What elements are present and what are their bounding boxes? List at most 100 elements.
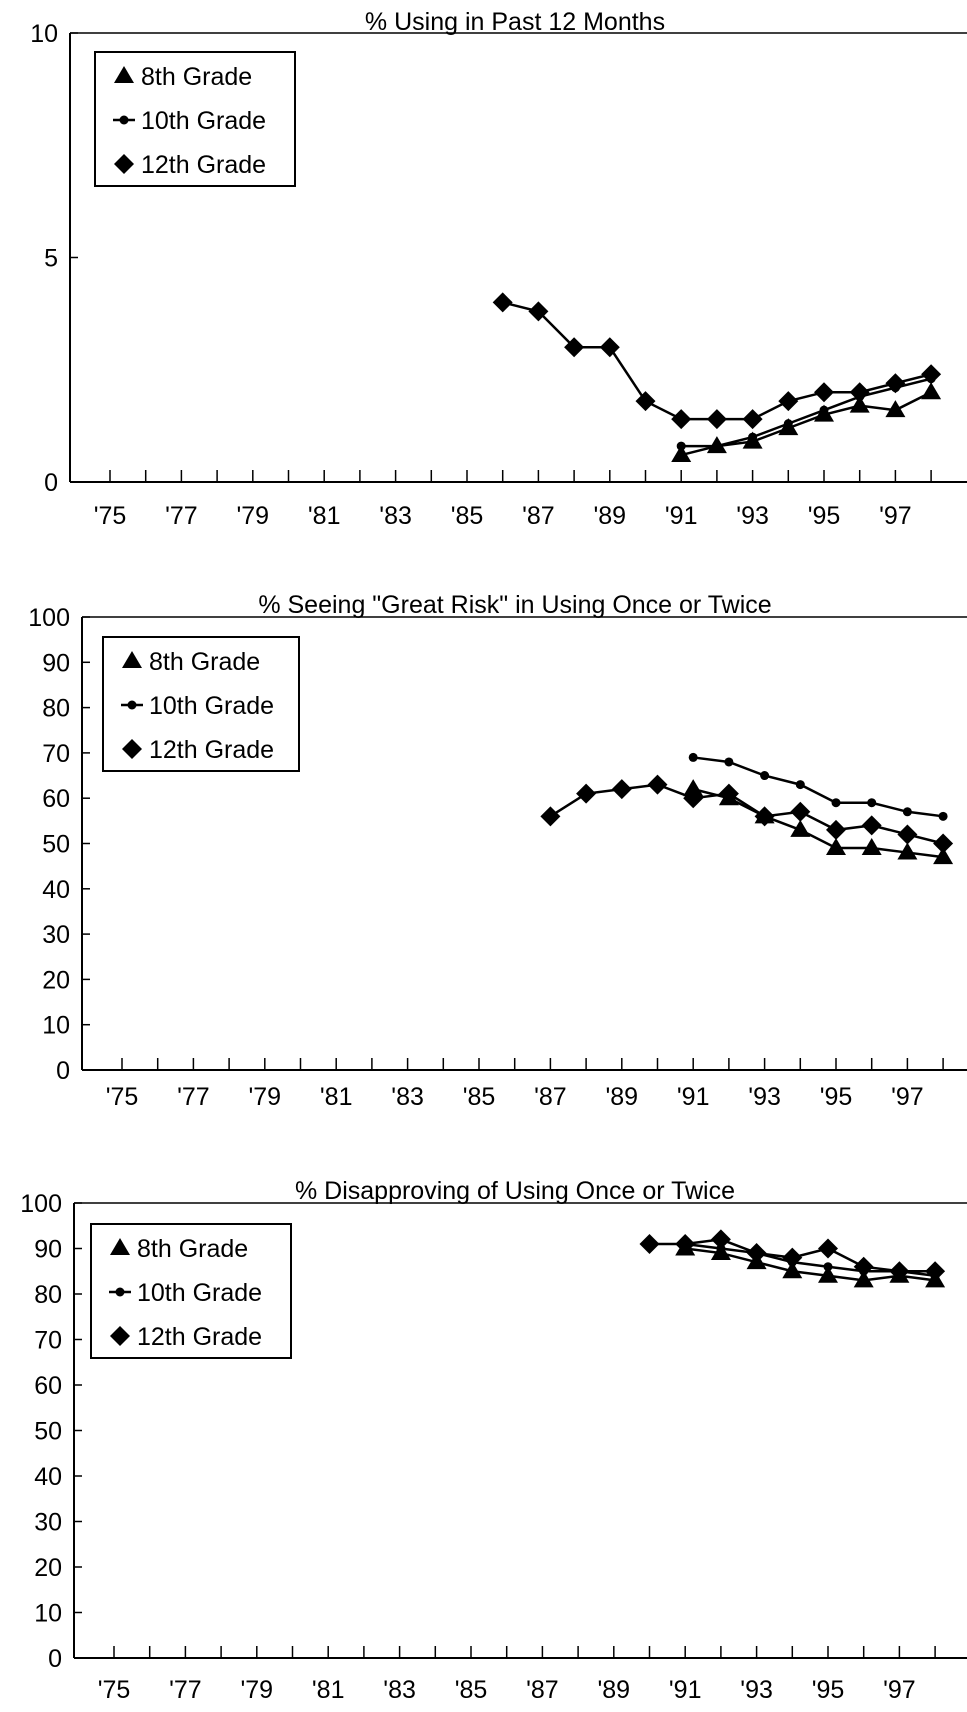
x-tick-label: '75 — [94, 502, 127, 530]
legend-label: 10th Grade — [149, 692, 274, 720]
x-tick-label: '79 — [237, 502, 270, 530]
x-tick-label: '85 — [455, 1676, 488, 1704]
x-tick-label: '81 — [308, 502, 341, 530]
data-point — [826, 838, 846, 855]
data-point — [782, 1248, 802, 1268]
y-tick-label: 30 — [34, 1509, 62, 1537]
chart-1: % Using in Past 12 Months 0 5 10 '75 '77 '79 '8… — [30, 8, 967, 530]
x-tick-label: '97 — [891, 1083, 924, 1111]
data-point — [903, 807, 912, 816]
series-line — [503, 302, 931, 419]
y-tick-label: 0 — [56, 1057, 70, 1085]
y-tick-label: 40 — [34, 1463, 62, 1491]
chart-title: % Seeing "Great Risk" in Using Once or T… — [258, 591, 771, 619]
data-point — [939, 812, 948, 821]
x-tick-label: '91 — [677, 1083, 710, 1111]
data-point — [897, 824, 917, 844]
x-tick-label: '81 — [312, 1676, 345, 1704]
x-tick-label: '77 — [177, 1083, 210, 1111]
y-tick-label: 80 — [34, 1281, 62, 1309]
x-tick-label: '85 — [451, 502, 484, 530]
y-tick-label: 0 — [48, 1645, 62, 1673]
legend: 8th Grade 10th Grade 12th Grade — [103, 637, 299, 771]
series-12th-grade — [540, 775, 953, 854]
legend: 8th Grade 10th Grade 12th Grade — [95, 52, 295, 186]
chart-title: % Disapproving of Using Once or Twice — [295, 1177, 735, 1205]
y-tick-label: 30 — [42, 921, 70, 949]
data-point — [612, 779, 632, 799]
data-point — [636, 391, 656, 411]
data-point — [933, 834, 953, 854]
x-tick-label: '81 — [320, 1083, 353, 1111]
y-tick-label: 90 — [42, 649, 70, 677]
y-tick-label: 20 — [42, 966, 70, 994]
data-point — [862, 838, 882, 855]
data-point — [748, 433, 757, 442]
legend: 8th Grade 10th Grade 12th Grade — [91, 1224, 291, 1358]
x-tick-label: '87 — [534, 1083, 567, 1111]
data-point — [824, 1262, 833, 1271]
x-tick-label: '75 — [98, 1676, 131, 1704]
x-tick-label: '79 — [249, 1083, 282, 1111]
y-tick-label: 80 — [42, 695, 70, 723]
legend-label: 8th Grade — [137, 1235, 248, 1263]
x-tick-label: '85 — [463, 1083, 496, 1111]
x-tick-label: '93 — [740, 1676, 773, 1704]
x-tick-label: '95 — [808, 502, 841, 530]
x-tick-label: '75 — [106, 1083, 139, 1111]
data-point — [814, 382, 834, 402]
y-tick-label: 5 — [44, 245, 58, 273]
x-tick-label: '77 — [169, 1676, 202, 1704]
y-tick-label: 100 — [20, 1190, 62, 1218]
x-tick-label: '91 — [669, 1676, 702, 1704]
y-tick-label: 50 — [42, 831, 70, 859]
chart-3: % Disapproving of Using Once or Twice 0 10… — [20, 1177, 967, 1704]
x-tick-label: '79 — [241, 1676, 274, 1704]
data-point — [826, 820, 846, 840]
x-tick-label: '87 — [526, 1676, 559, 1704]
data-point — [707, 409, 727, 429]
x-tick-label: '93 — [748, 1083, 781, 1111]
x-tick-label: '97 — [883, 1676, 916, 1704]
legend-marker-dot — [120, 116, 129, 125]
x-tick-label: '91 — [665, 502, 698, 530]
x-tick-label: '89 — [598, 1676, 631, 1704]
x-tick-label: '83 — [391, 1083, 424, 1111]
data-point — [790, 802, 810, 822]
data-point — [671, 409, 691, 429]
series-line — [550, 785, 943, 844]
chart-2: % Seeing "Great Risk" in Using Once or T… — [28, 591, 967, 1111]
legend-label: 12th Grade — [137, 1323, 262, 1351]
legend-label: 12th Grade — [149, 736, 274, 764]
x-tick-label: '95 — [820, 1083, 853, 1111]
y-tick-label: 90 — [34, 1236, 62, 1264]
data-point — [493, 292, 513, 312]
y-tick-label: 60 — [34, 1372, 62, 1400]
x-tick-label: '89 — [606, 1083, 639, 1111]
y-tick-label: 0 — [44, 469, 58, 497]
data-point — [760, 771, 769, 780]
legend-label: 10th Grade — [137, 1279, 262, 1307]
y-tick-label: 50 — [34, 1418, 62, 1446]
x-tick-label: '97 — [879, 502, 912, 530]
y-tick-label: 40 — [42, 876, 70, 904]
data-point — [778, 391, 798, 411]
legend-marker-dot — [128, 701, 137, 710]
legend-label: 12th Grade — [141, 151, 266, 179]
x-tick-label: '83 — [379, 502, 412, 530]
series-8th-grade — [675, 1239, 945, 1288]
data-point — [724, 757, 733, 766]
chart-title: % Using in Past 12 Months — [365, 8, 665, 36]
data-point — [540, 806, 560, 826]
data-point — [677, 442, 686, 451]
data-point — [867, 798, 876, 807]
x-tick-label: '83 — [383, 1676, 416, 1704]
y-tick-label: 10 — [30, 20, 58, 48]
x-tick-label: '89 — [594, 502, 627, 530]
legend-label: 8th Grade — [141, 63, 252, 91]
data-point — [784, 419, 793, 428]
y-tick-label: 60 — [42, 785, 70, 813]
data-point — [689, 753, 698, 762]
data-point — [854, 1257, 874, 1277]
y-tick-label: 70 — [34, 1327, 62, 1355]
